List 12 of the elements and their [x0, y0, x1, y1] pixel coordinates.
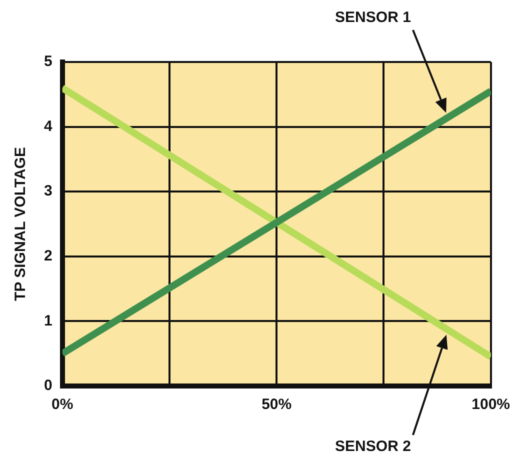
y-tick-label: 5 — [44, 53, 52, 70]
x-tick-label: 100% — [472, 396, 510, 414]
y-tick-label: 1 — [44, 312, 52, 330]
y-tick-label: 2 — [44, 248, 52, 265]
y-tick-label: 4 — [44, 118, 53, 135]
y-axis-title: TP SIGNAL VOLTAGE — [12, 147, 30, 301]
x-tick-label: 50% — [262, 396, 292, 414]
x-tick-label: 0% — [52, 396, 74, 414]
y-tick-label: 0 — [44, 377, 52, 394]
text: SENSOR 1 — [335, 9, 411, 26]
y-tick-label: 3 — [44, 182, 52, 200]
text: SENSOR 2 — [335, 438, 411, 456]
